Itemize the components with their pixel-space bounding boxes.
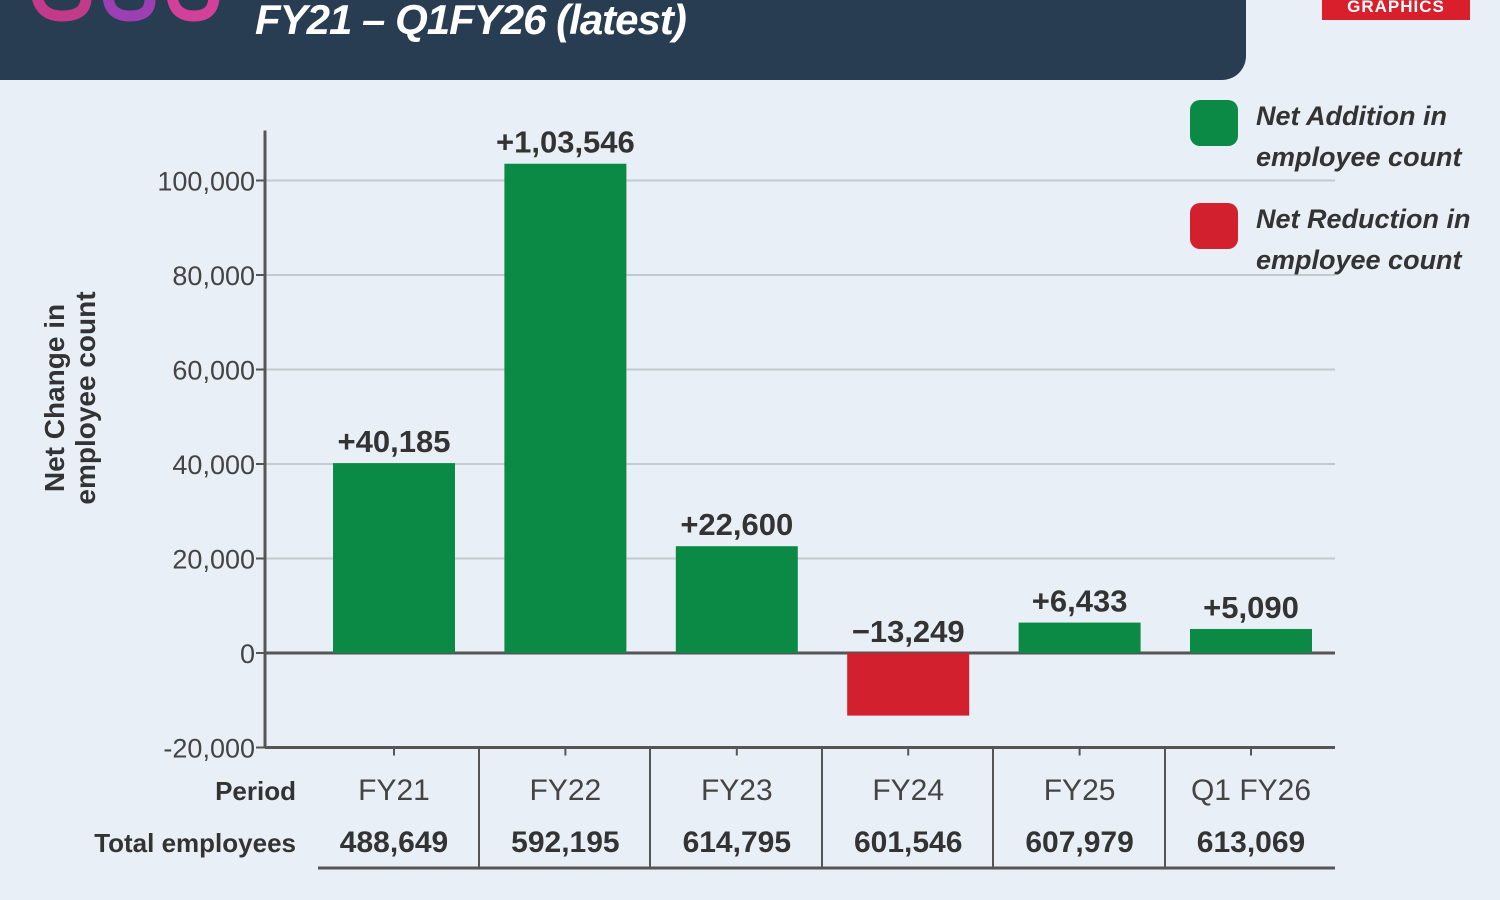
table-period-cell: FY22 (530, 774, 602, 807)
bar-value-label: +1,03,546 (496, 125, 635, 160)
bar-fy21 (333, 463, 455, 653)
table-row-label-total: Total employees (94, 828, 296, 858)
bar-value-label: +5,090 (1203, 590, 1299, 625)
table-total-cell: 601,546 (854, 826, 962, 859)
table-period-cell: FY25 (1044, 774, 1116, 807)
table-total-cell: 614,795 (683, 826, 791, 859)
chart-title: FY21 – Q1FY26 (latest) (255, 0, 687, 43)
bar-q1-fy26 (1190, 628, 1312, 653)
y-tick-label: 0 (240, 639, 255, 669)
table-total-cell: 613,069 (1197, 826, 1305, 859)
tcs-logo-icon (32, 0, 220, 22)
legend-label-addition: Net Addition in employee count (1256, 101, 1462, 172)
bar-value-label: +6,433 (1032, 584, 1128, 619)
legend-swatch-addition (1190, 100, 1238, 146)
bar-value-label: +40,185 (338, 424, 451, 459)
legend-swatch-reduction (1190, 203, 1238, 249)
y-tick-label: 80,000 (172, 261, 255, 291)
y-tick-label: -20,000 (163, 734, 255, 764)
bar-fy25 (1018, 622, 1141, 653)
table-period-cell: FY21 (358, 774, 430, 807)
bar-fy23 (675, 546, 798, 653)
table-period-cell: FY23 (701, 774, 773, 807)
y-tick-label: 40,000 (172, 450, 255, 480)
header-bar: FY21 – Q1FY26 (latest) (0, 0, 1246, 80)
y-tick-label: 100,000 (157, 167, 255, 197)
brand-badge: GRAPHICS (1322, 0, 1470, 20)
bar-fy22 (504, 163, 627, 653)
table-total-cell: 592,195 (511, 826, 619, 859)
table-period-cell: Q1 FY26 (1191, 774, 1311, 807)
table-period-cell: FY24 (872, 774, 944, 807)
table-row-label-period: Period (215, 776, 296, 806)
legend-label-reduction: Net Reduction in employee count (1256, 204, 1471, 275)
y-tick-label: 20,000 (172, 545, 255, 575)
table-total-cell: 607,979 (1025, 826, 1133, 859)
bar-value-label: +22,600 (680, 507, 793, 542)
y-tick-label: 60,000 (172, 356, 255, 386)
table-total-cell: 488,649 (340, 826, 448, 859)
bar-fy24 (847, 653, 970, 716)
bar-value-label: −13,249 (852, 614, 965, 649)
